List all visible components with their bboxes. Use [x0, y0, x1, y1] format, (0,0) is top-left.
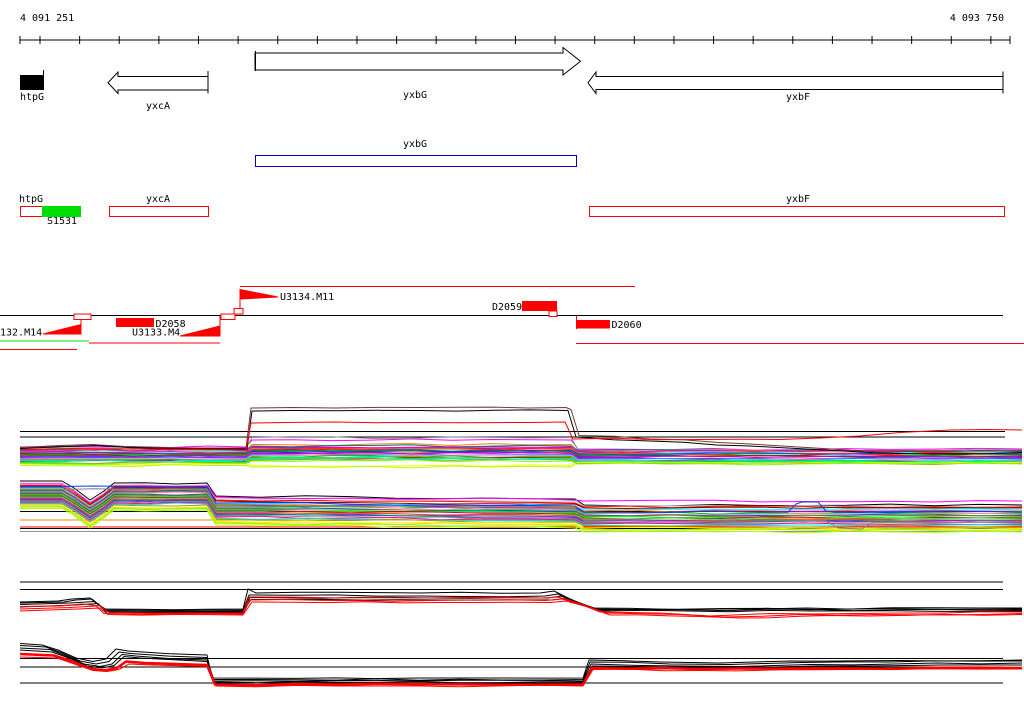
ruler-end-coordinate: 4 093 750 [949, 13, 1004, 24]
gene-label-yxbf: yxbF [785, 92, 811, 103]
orf-label-s1531: S1531 [46, 216, 78, 227]
probe-label: D2058 [156, 319, 186, 330]
probe-box-open[interactable] [233, 308, 244, 315]
gene-box-htpg[interactable] [20, 75, 44, 90]
expression-line [20, 495, 1023, 520]
expression-line [20, 502, 1023, 527]
expression-line [19, 643, 1023, 680]
gene-arrow-yxbg[interactable] [254, 46, 582, 77]
expression-line [20, 493, 1023, 518]
probe-box-filled[interactable] [522, 301, 557, 311]
orf-label-htpg: htpG [18, 194, 44, 205]
orf-box-yxca[interactable] [109, 206, 209, 217]
expression-line [19, 461, 1023, 467]
expression-line [19, 600, 1023, 619]
transcript-label-yxbg: yxbG [402, 139, 428, 150]
expression-line [19, 649, 1023, 684]
expression-line [20, 508, 1023, 534]
expression-line [20, 482, 1023, 508]
probe-signal-ramp[interactable] [42, 323, 82, 335]
orf-label-yxbf: yxbF [785, 194, 811, 205]
expression-line [20, 487, 1023, 511]
gene-arrow-yxca[interactable] [107, 70, 209, 95]
expression-line [20, 491, 1023, 516]
expression-line [19, 457, 1023, 463]
probe-label: D2060 [612, 320, 642, 331]
expression-line [19, 488, 1023, 530]
probe-label: 132.M14 [0, 328, 42, 339]
probe-signal-ramp[interactable] [239, 288, 279, 300]
expression-line [19, 451, 1023, 459]
gene-label-yxbg: yxbG [402, 90, 428, 101]
expression-line [20, 506, 1023, 532]
orf-label-yxca: yxcA [145, 194, 171, 205]
expression-line [19, 588, 1022, 611]
gene-label-yxca: yxcA [145, 101, 171, 112]
expression-line [20, 485, 1023, 509]
gene-arrow-yxbf[interactable] [587, 70, 1004, 96]
signal-box-s1531[interactable] [42, 206, 81, 217]
expression-line [19, 656, 1023, 688]
probe-box-open[interactable] [73, 313, 92, 320]
expression-line [20, 503, 1023, 528]
orf-box-htpg[interactable] [20, 206, 43, 217]
expression-line [19, 647, 1023, 682]
orf-box-yxbf[interactable] [589, 206, 1005, 217]
gene-label-htpg: htpG [19, 92, 45, 103]
probe-box-filled[interactable] [116, 318, 154, 327]
expression-line [20, 485, 1023, 514]
expression-line [19, 459, 1023, 466]
expression-line [19, 645, 1023, 681]
expression-line [19, 596, 1023, 617]
expression-line [19, 421, 1023, 451]
probe-signal-ramp[interactable] [179, 325, 221, 337]
transcript-box-yxbg[interactable] [255, 155, 577, 167]
expression-line [19, 449, 1022, 456]
probe-box-open[interactable] [548, 310, 558, 317]
expression-line [19, 652, 1023, 687]
probe-label: U3133.M4 [132, 328, 180, 339]
expression-line [20, 486, 1023, 509]
probe-label: U3134.M11 [280, 292, 334, 303]
probe-label: D2059 [492, 302, 522, 313]
ruler-start-coordinate: 4 091 251 [20, 13, 75, 24]
expression-line [19, 406, 1023, 453]
probe-box-filled[interactable] [577, 320, 610, 329]
expression-line [20, 489, 1023, 514]
probe-box-open[interactable] [220, 313, 236, 320]
